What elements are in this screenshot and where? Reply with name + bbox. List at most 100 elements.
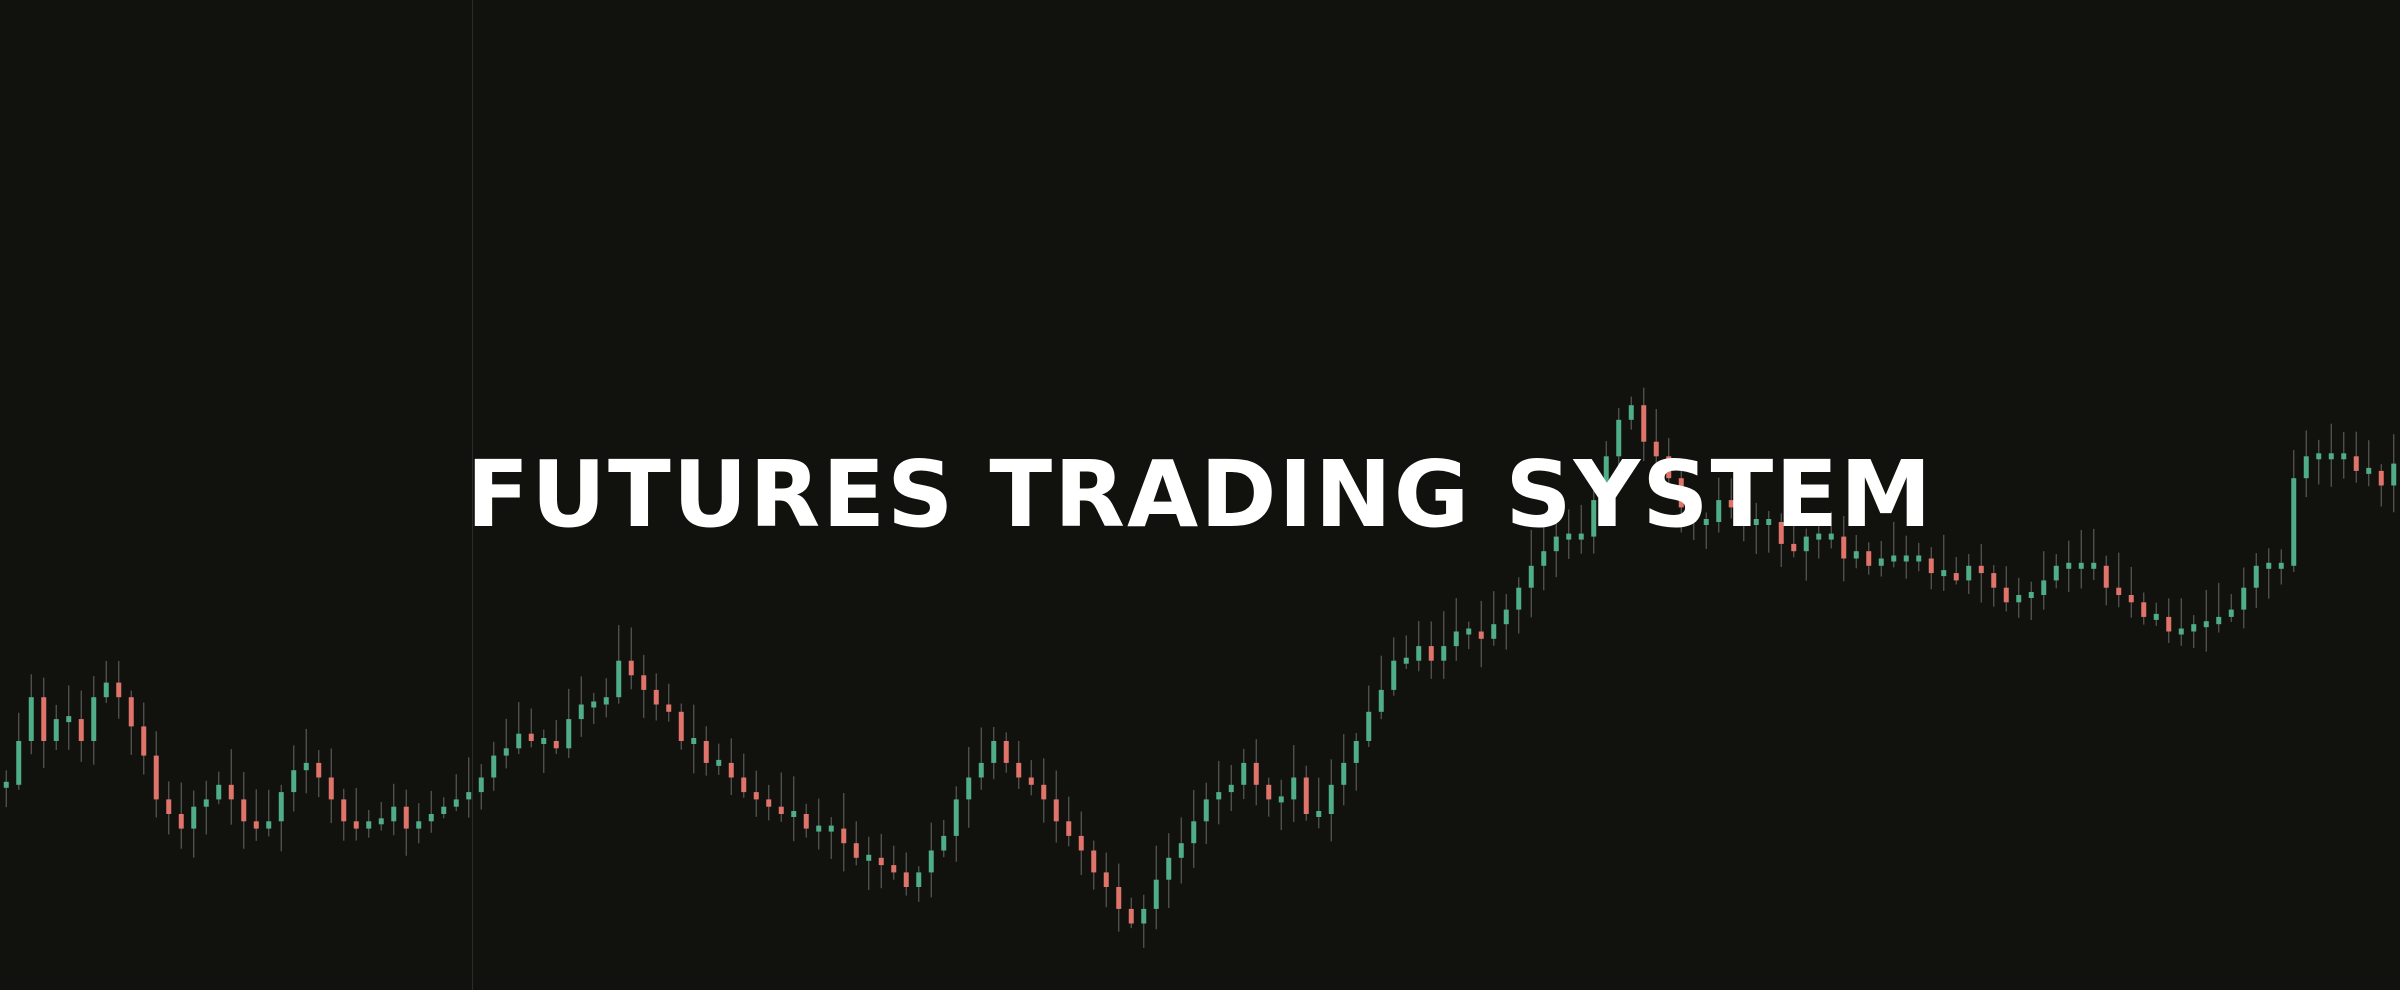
candle-bullish xyxy=(1341,762,1347,785)
candle-bullish xyxy=(1566,533,1572,540)
candle-bullish xyxy=(1816,533,1822,540)
candle-bullish xyxy=(1291,777,1297,800)
candle-bullish xyxy=(1941,570,1947,577)
candle-bullish xyxy=(828,825,834,832)
candle-bullish xyxy=(191,806,197,829)
candle-bearish xyxy=(553,741,559,749)
candle-bullish xyxy=(1591,500,1597,537)
candle-bullish xyxy=(1228,784,1234,793)
candle-bullish xyxy=(1353,741,1359,763)
candle-bearish xyxy=(666,704,672,712)
candle-bearish xyxy=(1253,762,1259,785)
candle-bearish xyxy=(766,799,772,807)
candle-bearish xyxy=(253,821,259,829)
candle-bullish xyxy=(1828,533,1834,540)
candle-bearish xyxy=(1691,507,1697,522)
candle-bullish xyxy=(2266,562,2272,569)
candle-bullish xyxy=(366,821,372,829)
candle-bullish xyxy=(1516,587,1522,610)
candle-bullish xyxy=(716,759,722,766)
candle-bearish xyxy=(1866,551,1872,566)
candle-bullish xyxy=(603,697,609,705)
candle-bearish xyxy=(178,814,184,829)
candle-bullish xyxy=(1178,843,1184,858)
candle-bearish xyxy=(678,711,684,741)
candle-bearish xyxy=(1266,784,1272,800)
candle-bearish xyxy=(641,675,647,690)
candle-bullish xyxy=(1141,908,1147,924)
candle-bearish xyxy=(2378,470,2384,486)
candle-bullish xyxy=(2191,624,2197,632)
candle-bullish xyxy=(2291,478,2297,566)
candle-bullish xyxy=(1391,660,1397,690)
candle-bearish xyxy=(78,719,84,741)
candle-bullish xyxy=(816,825,822,832)
candle-bearish xyxy=(128,697,134,727)
candle-bullish xyxy=(1853,551,1859,559)
candle-bearish xyxy=(728,762,734,778)
candle-bullish xyxy=(2341,453,2347,460)
candle-bullish xyxy=(791,811,797,817)
candle-bearish xyxy=(1116,887,1122,909)
candle-bullish xyxy=(1528,565,1534,588)
candle-bullish xyxy=(1616,419,1622,457)
candle-bullish xyxy=(2091,562,2097,569)
candle-bullish xyxy=(466,792,472,800)
candle-bearish xyxy=(803,814,809,829)
candle-bearish xyxy=(1741,507,1747,522)
candle-bearish xyxy=(166,799,172,814)
candle-bullish xyxy=(1603,456,1609,501)
candle-bearish xyxy=(1041,784,1047,800)
candle-bullish xyxy=(691,738,697,744)
candle-bullish xyxy=(1466,628,1472,635)
candle-bullish xyxy=(1878,558,1884,566)
candle-bearish xyxy=(1428,646,1434,661)
candle-bearish xyxy=(2103,565,2109,588)
candle-bearish xyxy=(328,777,334,800)
candle-bearish xyxy=(1666,456,1672,479)
candle-bearish xyxy=(2003,587,2009,603)
candle-bullish xyxy=(478,777,484,793)
candle-bullish xyxy=(503,748,509,756)
candle-bearish xyxy=(1016,762,1022,778)
candle-bearish xyxy=(628,660,634,676)
candle-bullish xyxy=(2066,562,2072,569)
candle-bearish xyxy=(2128,595,2134,603)
candle-bearish xyxy=(1103,872,1109,887)
candle-bullish xyxy=(1278,796,1284,803)
candle-bullish xyxy=(1753,519,1759,525)
candle-bearish xyxy=(703,741,709,763)
candle-bullish xyxy=(28,697,34,741)
candle-bullish xyxy=(1716,500,1722,522)
candle-bullish xyxy=(1403,657,1409,664)
candle-bullish xyxy=(591,701,597,708)
candle-bearish xyxy=(1953,573,1959,581)
candle-bullish xyxy=(916,872,922,887)
candle-bearish xyxy=(778,806,784,814)
candle-bearish xyxy=(1728,500,1734,508)
candle-bullish xyxy=(453,799,459,807)
candle-bearish xyxy=(1003,741,1009,763)
candle-bullish xyxy=(378,818,384,825)
candle-bullish xyxy=(2153,613,2159,620)
candle-bullish xyxy=(1578,533,1584,540)
candle-bullish xyxy=(266,821,272,829)
candle-bullish xyxy=(291,770,297,793)
banner-title: FUTURES TRADING SYSTEM xyxy=(466,441,1934,548)
candle-bullish xyxy=(1366,711,1372,741)
candle-bearish xyxy=(403,806,409,829)
candle-bearish xyxy=(341,799,347,822)
candle-bearish xyxy=(1028,777,1034,785)
candle-bearish xyxy=(228,784,234,800)
candle-bullish xyxy=(541,738,547,744)
candle-bearish xyxy=(841,828,847,844)
candle-bearish xyxy=(141,726,147,756)
candle-bullish xyxy=(278,792,284,822)
candle-bearish xyxy=(1066,821,1072,836)
candle-bullish xyxy=(1203,799,1209,822)
candle-bullish xyxy=(1628,405,1634,420)
candle-bearish xyxy=(1478,631,1484,639)
candle-bullish xyxy=(1891,555,1897,562)
candle-bearish xyxy=(116,682,122,698)
candle-bullish xyxy=(941,835,947,851)
